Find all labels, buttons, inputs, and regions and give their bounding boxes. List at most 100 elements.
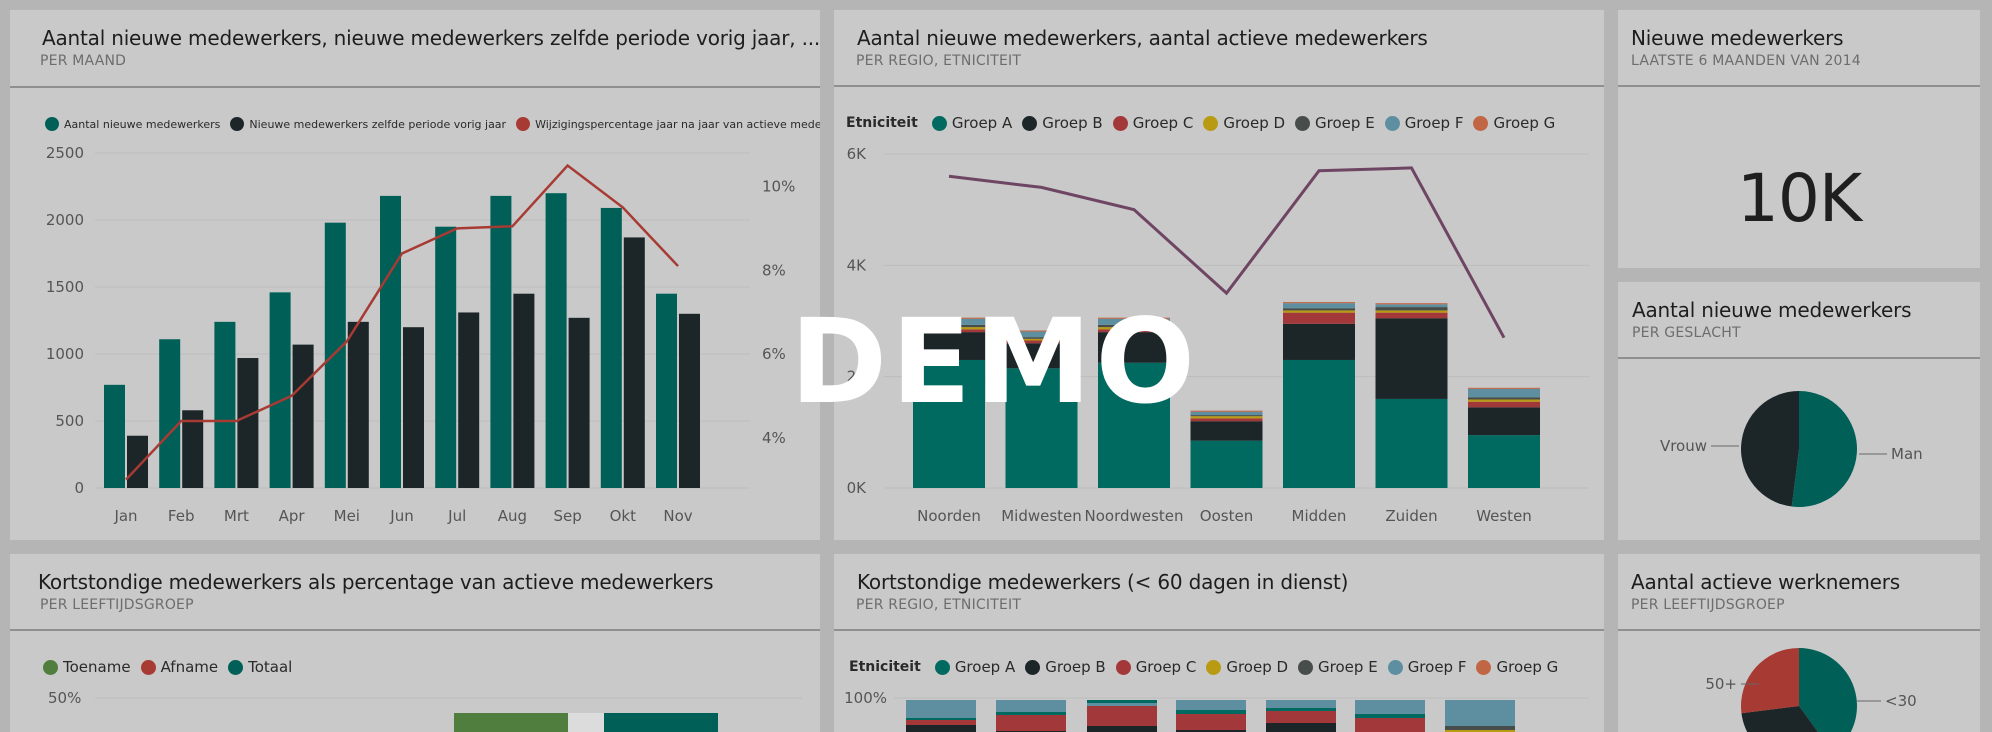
tile-new-hires-monthly[interactable]: Aantal nieuwe medewerkers, nieuwe medewe… [10,10,820,540]
x-tick-label: Mrt [224,507,249,525]
bar-segment-groep-c [913,329,985,333]
legend-item: Wijzigingspercentage jaar na jaar van ac… [516,117,820,131]
tile-new-hires-by-gender[interactable]: Aantal nieuwe medewerkers PER GESLACHT M… [1618,282,1980,540]
tile-subtitle: PER LEEFTIJDSGROEP [40,597,194,613]
bar-segment-groep-b [1098,332,1170,363]
x-tick-label: Okt [610,507,636,525]
pie-label-under-30: <30 [1885,692,1917,710]
bar-segment [1355,718,1425,732]
bar-segment [1355,714,1425,718]
bar-prev-year [347,321,369,488]
tile-active-by-age[interactable]: Aantal actieve werknemers PER LEEFTIJDSG… [1618,554,1980,732]
x-tick-label: Oosten [1200,507,1253,525]
bar-segment-groep-f [913,318,985,325]
chart-legend: Aantal nieuwe medewerkers Nieuwe medewer… [45,117,820,131]
bar-segment-groep-f [1190,411,1263,416]
x-tick-label: Feb [168,507,195,525]
tile-new-vs-active-by-region[interactable]: Aantal nieuwe medewerkers, aantal actiev… [834,10,1604,540]
bar-segment-groep-b [1283,323,1355,360]
bar-segment-groep-f [1098,318,1170,325]
bar-segment-groep-f [1005,331,1078,338]
legend-item: Groep D [1203,114,1285,132]
bar-segment-groep-b [913,332,985,360]
line-yoy-change [125,163,679,481]
bar-segment-groep-f [1283,303,1355,309]
bar-segment-groep-f [1468,388,1540,398]
bar-new-hires [380,195,401,488]
tile-divider [10,629,820,631]
legend-item: Aantal nieuwe medewerkers [45,117,220,131]
bar-segment-groep-g [1098,317,1170,319]
y-tick-label: 4K [847,256,868,274]
x-tick-label: Apr [279,507,306,525]
bar-segment [996,712,1066,715]
tile-divider [1618,85,1980,87]
bar-segment-groep-d [1468,399,1540,402]
age-pie-chart: <30 50+ [1705,648,1917,732]
tile-subtitle: PER MAAND [40,53,127,69]
kpi-value: 10K [1736,160,1862,237]
tile-short-term-by-region[interactable]: Kortstondige medewerkers (< 60 dagen in … [834,554,1604,732]
legend-item: Groep E [1298,658,1378,676]
line-active-employees [948,166,1506,339]
bar-segment-groep-b [1468,407,1540,436]
legend-item: Groep F [1384,114,1463,132]
tile-subtitle: PER LEEFTIJDSGROEP [1631,597,1785,613]
bar-prev-year [568,317,590,488]
short-term-pct-chart: 50% [48,689,802,732]
tile-divider [10,86,820,88]
bar-segment [1176,710,1246,714]
bar-segment [1087,726,1157,732]
y-tick-label: 2000 [46,211,84,229]
pie-slice-50-plus [1741,648,1799,714]
tile-subtitle: PER REGIO, ETNICITEIT [856,53,1022,69]
x-tick-label: Westen [1476,507,1532,525]
bar-new-hires [324,222,346,488]
bar-new-hires [656,293,677,488]
bar-toename [454,713,568,732]
bar-segment-groep-e [1283,308,1355,311]
bar-segment-groep-d [1375,310,1448,313]
bar-segment-groep-a [1190,440,1263,488]
bar-segment-groep-b [1005,343,1078,369]
x-tick-label: Noorden [917,507,981,525]
bar-segment [1445,726,1515,730]
bar-segment-groep-a [1283,359,1355,488]
pie-label-50-plus: 50+ [1705,675,1737,693]
bar-segment-groep-d [1005,338,1078,341]
bar-segment-groep-a [1375,398,1448,488]
y-tick-label: 6K [847,145,868,163]
legend-title: Etniciteit [849,659,921,675]
legend-item: Groep G [1476,658,1558,676]
bar-new-hires [104,384,125,488]
legend-item: Afname [140,658,218,676]
monthly-combo-chart: 0 500 1000 1500 2000 2500 4% 6% 8% 10% Jan Feb Mrt Ap… [46,144,796,525]
pie-slice-vrouw [1741,391,1799,507]
bar-segment [906,720,976,725]
tile-subtitle: LAATSTE 6 MAANDEN VAN 2014 [1631,53,1861,69]
bar-prev-year [403,327,424,488]
bar-segment [1355,700,1425,714]
bar-segment [1266,711,1336,723]
y-tick-label: 1000 [46,345,84,363]
legend-item: Groep G [1473,114,1555,132]
tile-subtitle: PER REGIO, ETNICITEIT [856,597,1022,613]
tile-title: Aantal nieuwe medewerkers, aantal actiev… [857,26,1428,50]
bar-prev-year [623,237,645,488]
bar-segment-groep-c [1190,418,1263,422]
tile-title: Kortstondige medewerkers (< 60 dagen in … [857,570,1349,594]
x-tick-label: Aug [498,507,527,525]
tile-short-term-pct[interactable]: Kortstondige medewerkers als percentage … [10,554,820,732]
bar-segment-groep-e [1098,324,1170,328]
bar-segment-groep-e [913,324,985,328]
regions-stacked-chart: 0K 2K 4K 6K Noorden Midwesten Noordwesten Ooste… [847,145,1589,525]
bar-prev-year [182,410,204,488]
bar-prev-year [458,312,480,488]
chart-legend: Toename Afname Totaal [43,658,302,676]
tile-divider [834,629,1604,631]
tile-new-hires-kpi[interactable]: Nieuwe medewerkers LAATSTE 6 MAANDEN VAN… [1618,10,1980,268]
legend-item: Groep D [1206,658,1288,676]
bar-new-hires [159,339,181,488]
x-tick-label: Mei [334,507,360,525]
tile-subtitle: PER GESLACHT [1632,325,1741,341]
